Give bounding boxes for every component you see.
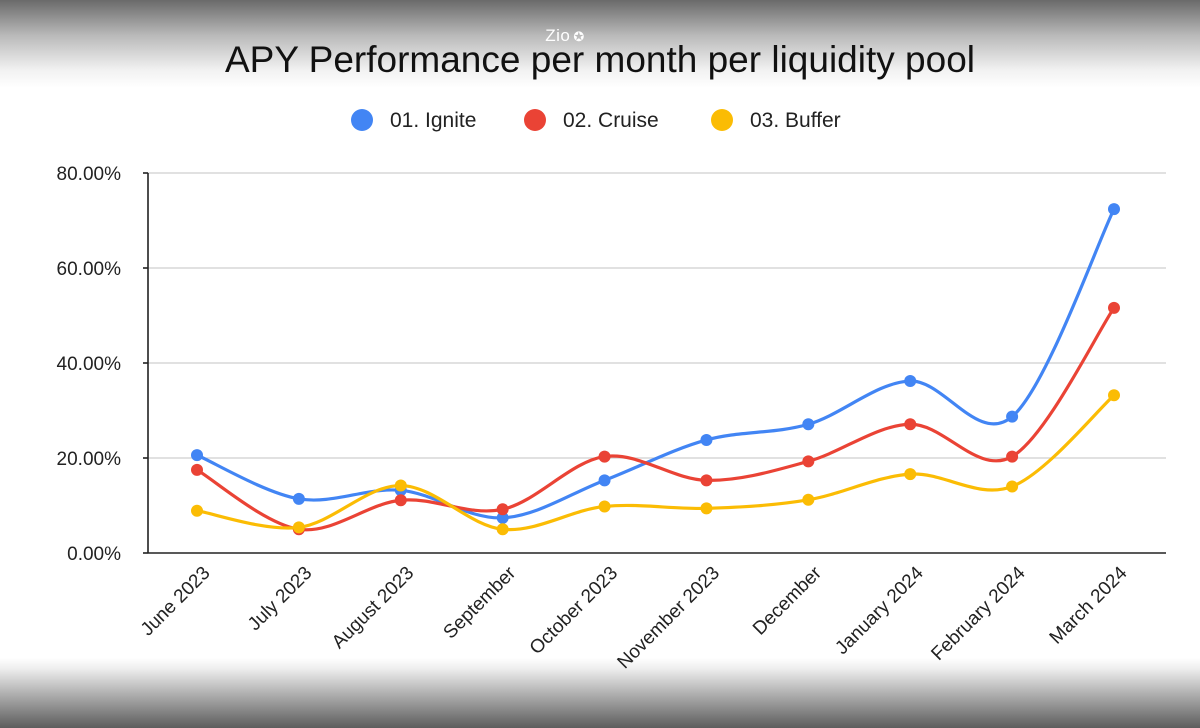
data-point-series-3: [191, 504, 203, 517]
data-point-series-3: [598, 500, 611, 513]
bottom-shadow-band: [0, 658, 1200, 728]
x-tick-label: September: [440, 562, 521, 643]
data-point-series-1: [802, 418, 815, 431]
data-point-series-3: [904, 468, 917, 481]
x-tick-label: February 2024: [927, 562, 1030, 665]
data-point-series-1: [191, 449, 203, 462]
legend-marker: [524, 109, 546, 131]
data-point-series-2: [191, 463, 203, 476]
top-shadow-band: [0, 0, 1200, 88]
y-tick-label: 60.00%: [57, 259, 122, 280]
data-point-series-1: [598, 474, 611, 487]
chart-title: APY Performance per month per liquidity …: [225, 39, 975, 80]
data-point-series-1: [1108, 203, 1120, 216]
data-point-series-2: [598, 450, 611, 463]
legend-label: 02. Cruise: [563, 109, 659, 132]
y-tick-label: 80.00%: [57, 164, 122, 185]
x-tick-label: November 2023: [614, 563, 724, 673]
data-point-series-3: [496, 523, 509, 536]
legend-label: 03. Buffer: [750, 109, 841, 132]
data-point-series-1: [700, 433, 713, 446]
data-point-series-3: [802, 493, 815, 506]
x-tick-label: December: [749, 562, 826, 639]
legend-marker: [711, 109, 733, 131]
data-point-series-3: [700, 502, 713, 515]
series-line-1: [195, 207, 1116, 520]
series-points: [191, 203, 1120, 536]
y-tick-label: 0.00%: [67, 544, 121, 565]
x-tick-label: June 2023: [137, 563, 215, 641]
data-point-series-3: [394, 479, 407, 492]
data-point-series-2: [1006, 450, 1019, 463]
x-tick-label: October 2023: [526, 563, 622, 659]
legend-label: 01. Ignite: [390, 109, 476, 132]
data-point-series-2: [802, 455, 815, 468]
x-tick-label: August 2023: [328, 563, 418, 653]
x-tick-label: January 2024: [831, 562, 928, 659]
data-point-series-1: [292, 492, 305, 505]
series-line-2: [195, 306, 1116, 532]
x-tick-label: March 2024: [1046, 562, 1132, 648]
data-point-series-3: [1006, 480, 1019, 493]
series-line-3: [195, 393, 1116, 532]
data-point-series-2: [904, 418, 917, 431]
series-lines: [195, 207, 1116, 532]
gear-icon: ✪: [573, 29, 585, 44]
axes: [143, 172, 1166, 554]
data-point-series-1: [496, 511, 509, 524]
watermark: Zio ✪: [500, 26, 630, 46]
watermark-text: Zio: [545, 26, 571, 45]
data-point-series-3: [1108, 389, 1120, 402]
data-point-series-2: [496, 503, 509, 516]
data-point-series-2: [394, 494, 407, 507]
y-tick-label: 40.00%: [57, 354, 122, 375]
data-point-series-1: [1006, 410, 1019, 423]
legend: 01. Ignite 02. Cruise 03. Buffer: [351, 109, 841, 132]
data-point-series-2: [1108, 301, 1120, 314]
data-point-series-1: [904, 375, 917, 388]
data-point-series-2: [700, 474, 713, 487]
legend-marker: [351, 109, 373, 131]
y-tick-label: 20.00%: [57, 449, 122, 470]
x-tick-label: July 2023: [244, 563, 316, 635]
x-axis-tick-labels: June 2023 July 2023 August 2023 September Oc…: [137, 562, 1132, 673]
y-axis-tick-labels: 0.00% 20.00% 40.00% 60.00% 80.00%: [57, 164, 122, 565]
data-point-series-3: [292, 521, 305, 534]
